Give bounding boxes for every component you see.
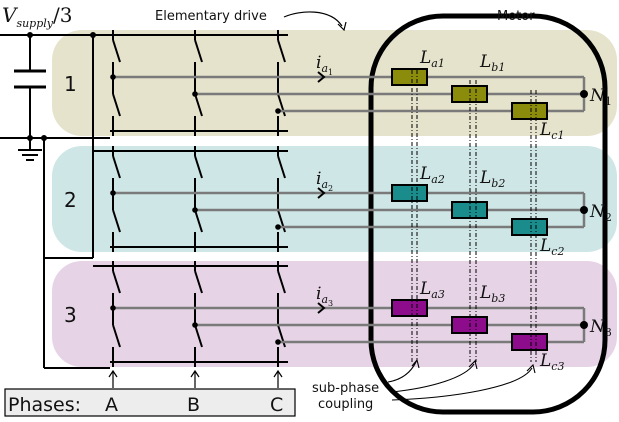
current-label-2: ia2 — [316, 169, 333, 193]
coupling-label-line-1: sub-phase — [312, 381, 379, 396]
switch-leg-3-a — [112, 261, 121, 367]
coupling-arrows — [387, 358, 536, 401]
coil-label-2-a: La2 — [419, 164, 445, 186]
neutral-label-1: N1 — [589, 86, 612, 108]
supply-label: Vsupply/3 — [2, 3, 72, 30]
wire-junction-3-b — [192, 322, 198, 328]
coil-3-c — [511, 333, 548, 351]
coil-label-3-a: La3 — [419, 279, 445, 301]
drive-number-3: 3 — [64, 303, 77, 327]
coil-label-2-b: Lb2 — [479, 168, 505, 190]
current-arrow-3 — [317, 302, 326, 314]
wire-junction-2-c — [275, 224, 281, 230]
drive-bands — [52, 30, 617, 367]
phases-box — [4, 388, 296, 417]
switch-leg-2-a — [112, 146, 121, 252]
drive-number-1: 1 — [64, 72, 77, 96]
drive-band-1 — [52, 30, 617, 136]
current-arrow-1 — [317, 71, 326, 83]
coils — [391, 68, 548, 351]
coil-1-a — [391, 68, 428, 86]
coil-3-a — [391, 299, 428, 317]
wire-junction-3-c — [275, 339, 281, 345]
coil-label-1-a: La1 — [419, 48, 445, 70]
neutral-label-3: N3 — [589, 317, 612, 339]
coupling-label-line-2: coupling — [318, 397, 373, 412]
coil-label-2-c: Lc2 — [539, 236, 564, 258]
coil-label-1-c: Lc1 — [539, 120, 564, 142]
coil-1-c — [511, 102, 548, 120]
motor-label: Motor — [497, 9, 535, 24]
current-label-3: ia3 — [316, 284, 333, 308]
phase-label-c: C — [270, 394, 283, 416]
wire-junction-1-c — [275, 108, 281, 114]
wire-junction-1-a — [110, 74, 116, 80]
wire-junction-1-b — [192, 91, 198, 97]
wire-junction-3-a — [110, 305, 116, 311]
drive-band-3 — [52, 261, 617, 367]
coil-label-3-b: Lb3 — [479, 283, 505, 305]
neutral-point-3 — [580, 321, 588, 329]
current-arrow-2 — [317, 187, 326, 199]
drive-band-2 — [52, 146, 617, 252]
elementary-drive-arrow — [283, 11, 343, 27]
motor-outline — [368, 13, 608, 415]
phase-arrows — [108, 369, 283, 388]
coil-2-a — [391, 184, 428, 202]
neutral-point-1 — [580, 90, 588, 98]
phase-label-a: A — [105, 394, 118, 416]
coil-label-1-b: Lb1 — [479, 52, 505, 74]
wire-junction-2-b — [192, 207, 198, 213]
neutral-point-2 — [580, 206, 588, 214]
coupling-lines — [411, 70, 537, 362]
current-label-1: ia1 — [316, 53, 333, 77]
coil-label-3-c: Lc3 — [539, 351, 564, 373]
wire-junction-2-a — [110, 190, 116, 196]
coil-2-c — [511, 218, 548, 236]
neutral-label-2: N2 — [589, 202, 612, 224]
phases-label: Phases: — [8, 394, 81, 416]
drive-number-2: 2 — [64, 188, 77, 212]
phase-label-b: B — [187, 394, 200, 416]
elementary-drive-label: Elementary drive — [155, 9, 267, 24]
